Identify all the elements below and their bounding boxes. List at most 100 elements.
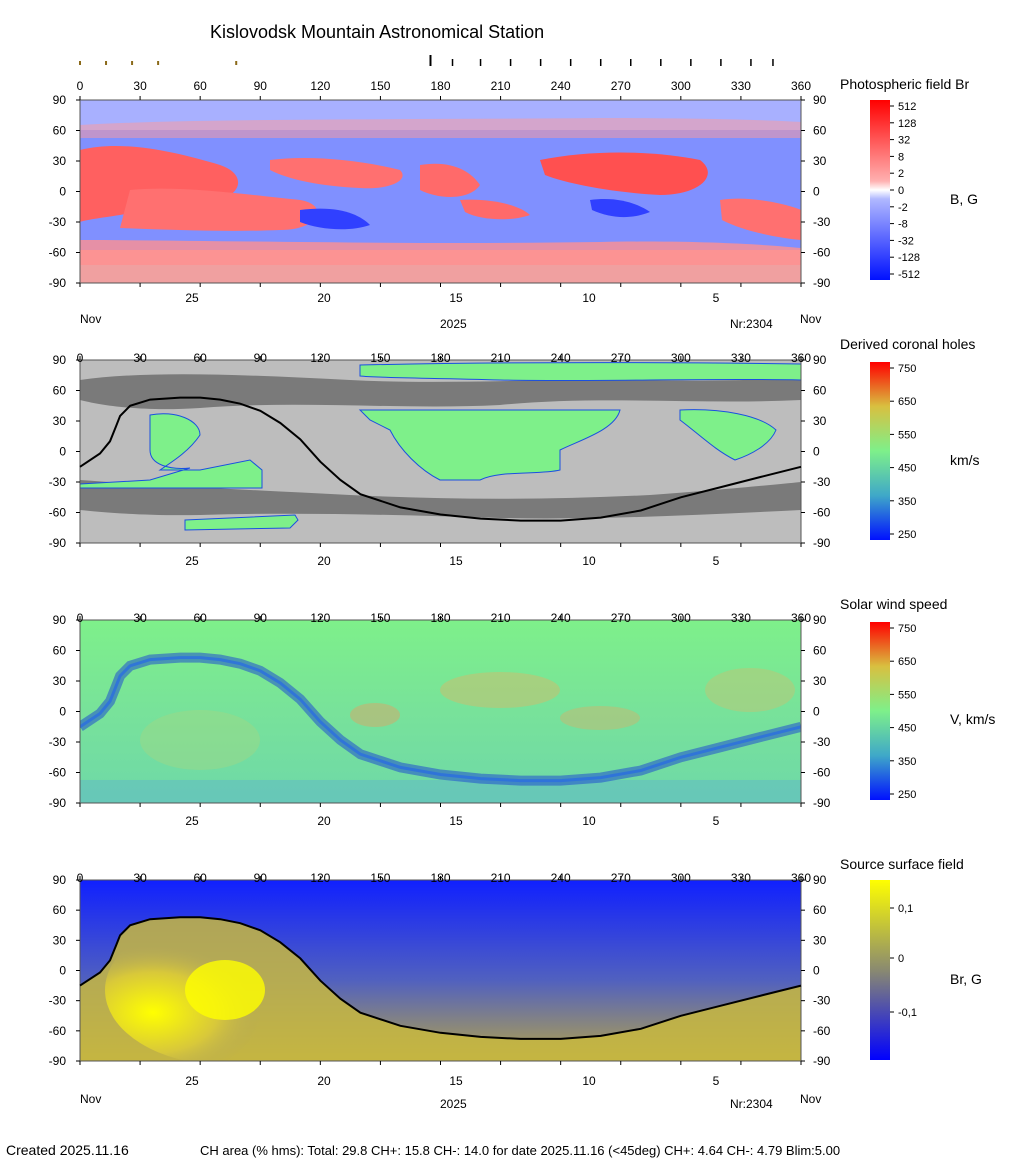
coronal-holes-panel bbox=[80, 360, 801, 543]
date-tick-label: 15 bbox=[449, 291, 463, 305]
colorbar-label: 350 bbox=[898, 496, 916, 508]
date-tick-label: 5 bbox=[713, 554, 720, 568]
y-tick-label-left: 90 bbox=[53, 613, 67, 627]
date-tick-label: 25 bbox=[185, 1074, 199, 1088]
y-tick-label-right: 0 bbox=[813, 964, 820, 978]
x-tick-label: 150 bbox=[370, 79, 390, 93]
neutral-line-coronal bbox=[79, 396, 802, 522]
colorbar-label: 550 bbox=[898, 429, 916, 441]
y-tick-label-right: 0 bbox=[813, 705, 820, 719]
colorbar-label: -512 bbox=[898, 269, 920, 281]
y-tick-label-right: 30 bbox=[813, 154, 827, 168]
colorbar-label: 0,1 bbox=[898, 903, 913, 915]
date-tick-label: 25 bbox=[185, 814, 199, 828]
date-tick-label: 15 bbox=[449, 554, 463, 568]
rotation-label-1: Nr:2304 bbox=[730, 317, 773, 331]
coronal-holes-unit: km/s bbox=[950, 452, 980, 468]
y-tick-label-right: 60 bbox=[813, 903, 827, 917]
y-tick-label-left: -30 bbox=[49, 994, 67, 1008]
y-tick-label-right: -90 bbox=[813, 796, 831, 810]
colorbar-label: -2 bbox=[898, 202, 908, 214]
colorbar-label: 2 bbox=[898, 168, 904, 180]
source-surface-panel bbox=[80, 880, 801, 1061]
ch-area-label: CH area (% hms): Total: 29.8 CH+: 15.8 C… bbox=[200, 1143, 841, 1158]
y-tick-label-left: 0 bbox=[59, 705, 66, 719]
colorbar-photospheric bbox=[870, 100, 890, 280]
y-tick-label-left: 0 bbox=[59, 445, 66, 459]
y-tick-label-right: -60 bbox=[813, 246, 831, 260]
y-tick-label-left: 90 bbox=[53, 353, 67, 367]
y-tick-label-right: -30 bbox=[813, 215, 831, 229]
y-tick-label-left: 60 bbox=[53, 644, 67, 658]
y-tick-label-right: 0 bbox=[813, 445, 820, 459]
y-tick-label-left: 60 bbox=[53, 384, 67, 398]
y-tick-label-right: -90 bbox=[813, 276, 831, 290]
rotation-marker bbox=[131, 61, 134, 65]
colorbar-label: -128 bbox=[898, 252, 920, 264]
colorbar-label: 350 bbox=[898, 756, 916, 768]
y-tick-label-left: 60 bbox=[53, 903, 67, 917]
x-tick-label: 120 bbox=[310, 79, 330, 93]
colorbar-label: 550 bbox=[898, 689, 916, 701]
y-tick-label-right: -30 bbox=[813, 735, 831, 749]
y-tick-label-right: -90 bbox=[813, 1054, 831, 1068]
y-tick-label-left: 30 bbox=[53, 674, 67, 688]
month-left-label-1: Nov bbox=[80, 312, 102, 326]
date-tick-label: 5 bbox=[713, 291, 720, 305]
solar-wind-panel bbox=[80, 620, 801, 803]
y-tick-label-left: 60 bbox=[53, 124, 67, 138]
date-tick-label: 10 bbox=[582, 1074, 596, 1088]
month-right-label-2: Nov bbox=[800, 1092, 822, 1106]
x-tick-label: 180 bbox=[430, 79, 450, 93]
x-tick-label: 60 bbox=[193, 79, 207, 93]
y-tick-label-left: -60 bbox=[49, 766, 67, 780]
y-tick-label-right: 60 bbox=[813, 644, 827, 658]
colorbar-label: 250 bbox=[898, 789, 916, 801]
colorbar-label: 8 bbox=[898, 151, 904, 163]
x-tick-label: 90 bbox=[254, 79, 268, 93]
date-tick-label: 10 bbox=[582, 554, 596, 568]
x-tick-label: 0 bbox=[77, 79, 84, 93]
y-tick-label-left: -90 bbox=[49, 796, 67, 810]
y-tick-label-left: -60 bbox=[49, 1024, 67, 1038]
year-label-1: 2025 bbox=[440, 317, 467, 331]
y-tick-label-right: -60 bbox=[813, 1024, 831, 1038]
y-tick-label-left: -30 bbox=[49, 475, 67, 489]
solar-wind-unit: V, km/s bbox=[950, 711, 996, 727]
date-tick-label: 25 bbox=[185, 291, 199, 305]
y-tick-label-right: -30 bbox=[813, 475, 831, 489]
colorbar-label: 450 bbox=[898, 463, 916, 475]
colorbar-source-surface bbox=[870, 880, 890, 1060]
y-tick-label-right: 60 bbox=[813, 384, 827, 398]
date-tick-label: 20 bbox=[317, 814, 331, 828]
colorbar-label: -8 bbox=[898, 219, 908, 231]
date-tick-label: 10 bbox=[582, 291, 596, 305]
rotation-marker bbox=[235, 61, 238, 65]
x-tick-label: 240 bbox=[551, 79, 571, 93]
date-tick-label: 5 bbox=[713, 814, 720, 828]
x-tick-label: 360 bbox=[791, 79, 811, 93]
colorbar-label: 0 bbox=[898, 185, 904, 197]
created-label: Created 2025.11.16 bbox=[6, 1142, 129, 1158]
rotation-marker bbox=[157, 61, 160, 65]
x-tick-label: 330 bbox=[731, 79, 751, 93]
month-right-label-1: Nov bbox=[800, 312, 822, 326]
photospheric-unit: B, G bbox=[950, 191, 979, 207]
y-tick-label-left: 30 bbox=[53, 933, 67, 947]
colorbar-label: 450 bbox=[898, 723, 916, 735]
y-tick-label-left: -90 bbox=[49, 1054, 67, 1068]
y-tick-label-left: -90 bbox=[49, 276, 67, 290]
neutral-line-source bbox=[79, 916, 802, 1040]
x-tick-label: 210 bbox=[491, 79, 511, 93]
source-surface-title: Source surface field bbox=[840, 856, 964, 872]
y-tick-label-right: -60 bbox=[813, 766, 831, 780]
photospheric-title: Photospheric field Br bbox=[840, 76, 970, 92]
y-tick-label-left: 0 bbox=[59, 185, 66, 199]
colorbar-label: 750 bbox=[898, 623, 916, 635]
y-tick-label-right: 90 bbox=[813, 873, 827, 887]
y-tick-label-right: 90 bbox=[813, 613, 827, 627]
colorbar-label: 32 bbox=[898, 135, 910, 147]
rotation-marker bbox=[79, 61, 81, 65]
colorbar-solar-wind bbox=[870, 622, 890, 800]
